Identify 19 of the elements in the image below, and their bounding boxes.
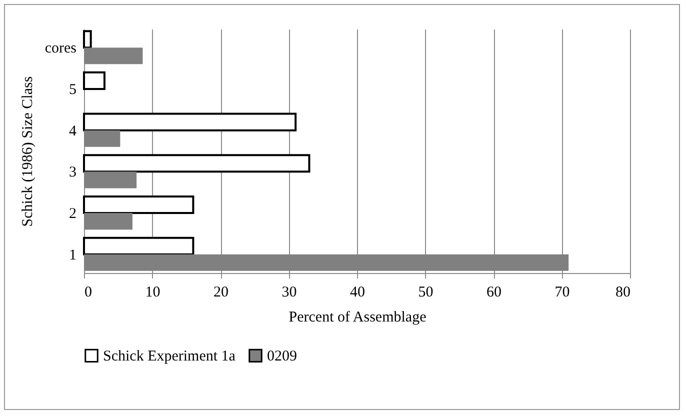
y-tick-label: 4: [69, 123, 77, 140]
legend-label: 0209: [267, 348, 297, 365]
x-tick-label: 50: [418, 284, 434, 300]
x-tick-label: 80: [616, 284, 630, 300]
y-tick-label: cores: [44, 40, 77, 57]
y-tick-label: 2: [69, 206, 76, 222]
x-tick-label: 20: [214, 284, 228, 300]
y-tick-label: 1: [69, 247, 76, 264]
x-tick-label: 0: [84, 284, 92, 300]
y-tick-label: 3: [69, 164, 76, 181]
x-tick-label: 30: [282, 284, 297, 300]
x-tick-label: 60: [486, 284, 502, 300]
y-axis-title: Schick (1986) Size Class: [20, 76, 36, 227]
x-tick-label: 10: [145, 284, 160, 300]
legend-label: Schick Experiment 1a: [103, 348, 236, 365]
y-tick-label: 5: [69, 82, 76, 98]
x-tick-label: 40: [350, 284, 365, 300]
x-tick-label: 70: [554, 284, 570, 300]
x-axis-title: Percent of Assemblage: [288, 310, 427, 326]
